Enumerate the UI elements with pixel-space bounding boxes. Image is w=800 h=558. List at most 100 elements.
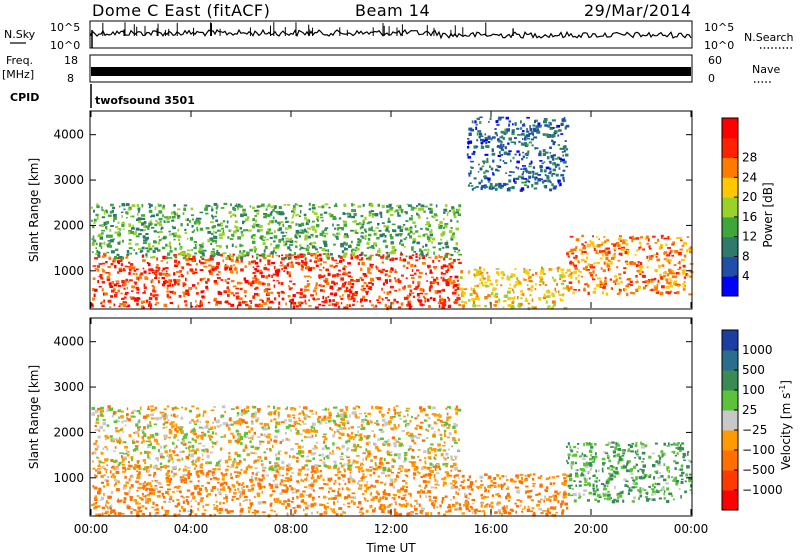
heatmap-cell: [480, 133, 482, 135]
heatmap-cell: [195, 501, 197, 503]
heatmap-cell: [205, 281, 207, 284]
heatmap-cell: [364, 497, 366, 499]
heatmap-cell: [426, 218, 428, 220]
heatmap-cell: [447, 267, 450, 270]
heatmap-cell: [166, 477, 170, 480]
heatmap-cell: [123, 228, 125, 230]
heatmap-cell: [360, 478, 362, 480]
power-colorbar-label: Power [dB]: [761, 182, 775, 247]
heatmap-cell: [484, 282, 487, 284]
heatmap-cell: [451, 227, 453, 229]
heatmap-cell: [193, 247, 197, 249]
heatmap-cell: [159, 223, 162, 226]
heatmap-cell: [370, 421, 372, 424]
heatmap-cell: [249, 440, 251, 443]
heatmap-cell: [563, 280, 567, 282]
heatmap-cell: [122, 240, 124, 243]
heatmap-cell: [482, 166, 485, 168]
heatmap-cell: [160, 221, 162, 223]
heatmap-cell: [121, 280, 124, 283]
heatmap-cell: [351, 426, 354, 428]
heatmap-cell: [498, 117, 502, 120]
heatmap-cell: [558, 290, 560, 293]
heatmap-cell: [252, 234, 255, 237]
heatmap-cell: [282, 468, 284, 470]
heatmap-cell: [234, 471, 237, 473]
heatmap-cell: [454, 248, 458, 251]
heatmap-cell: [473, 151, 476, 153]
heatmap-cell: [527, 284, 529, 286]
heatmap-cell: [135, 481, 138, 483]
heatmap-cell: [608, 251, 611, 255]
heatmap-cell: [411, 456, 413, 459]
heatmap-cell: [253, 296, 255, 299]
heatmap-cell: [317, 475, 319, 477]
heatmap-cell: [413, 296, 415, 298]
heatmap-cell: [549, 171, 552, 173]
heatmap-cell: [382, 269, 385, 271]
heatmap-cell: [358, 466, 360, 468]
heatmap-cell: [158, 268, 160, 270]
heatmap-cell: [460, 288, 463, 291]
heatmap-cell: [260, 235, 264, 237]
heatmap-cell: [207, 239, 210, 243]
heatmap-cell: [520, 290, 523, 293]
heatmap-cell: [508, 150, 511, 152]
heatmap-cell: [618, 292, 621, 294]
heatmap-cell: [516, 178, 519, 180]
heatmap-cell: [282, 232, 285, 234]
heatmap-cell: [323, 483, 325, 485]
heatmap-cell: [342, 259, 344, 262]
heatmap-cell: [327, 416, 331, 418]
heatmap-cell: [372, 496, 375, 499]
heatmap-cell: [473, 301, 475, 305]
heatmap-cell: [303, 295, 306, 298]
heatmap-cell: [408, 233, 411, 235]
heatmap-cell: [411, 439, 414, 442]
heatmap-cell: [398, 307, 401, 309]
heatmap-cell: [346, 420, 349, 422]
heatmap-cell: [285, 217, 287, 220]
heatmap-cell: [243, 229, 246, 231]
heatmap-cell: [164, 220, 166, 223]
heatmap-cell: [197, 491, 200, 494]
heatmap-cell: [428, 257, 432, 259]
heatmap-cell: [113, 217, 117, 220]
heatmap-cell: [222, 405, 226, 408]
heatmap-cell: [254, 512, 256, 515]
heatmap-cell: [92, 251, 94, 253]
heatmap-cell: [438, 512, 441, 515]
nave-tick-top: 60: [708, 54, 722, 67]
heatmap-cell: [154, 439, 157, 442]
heatmap-cell: [420, 288, 424, 291]
heatmap-cell: [233, 436, 235, 439]
heatmap-cell: [485, 141, 487, 144]
heatmap-cell: [322, 285, 325, 287]
heatmap-cell: [205, 205, 208, 208]
heatmap-cell: [321, 419, 325, 422]
heatmap-cell: [343, 512, 346, 514]
heatmap-cell: [623, 271, 626, 274]
heatmap-cell: [323, 267, 325, 269]
heatmap-cell: [166, 271, 168, 273]
heatmap-cell: [311, 452, 314, 455]
heatmap-cell: [240, 227, 243, 230]
heatmap-cell: [169, 234, 172, 236]
heatmap-cell: [160, 417, 162, 420]
heatmap-cell: [524, 184, 527, 186]
heatmap-cell: [552, 135, 554, 138]
heatmap-cell: [333, 508, 335, 511]
heatmap-cell: [405, 475, 407, 477]
heatmap-cell: [501, 149, 504, 151]
heatmap-cell: [245, 295, 247, 297]
heatmap-cell: [419, 293, 423, 295]
heatmap-cell: [362, 493, 364, 495]
heatmap-cell: [246, 485, 249, 488]
heatmap-cell: [225, 496, 228, 500]
heatmap-cell: [343, 212, 346, 215]
heatmap-cell: [305, 257, 307, 260]
heatmap-cell: [379, 410, 382, 413]
heatmap-cell: [154, 472, 157, 475]
heatmap-cell: [355, 256, 358, 259]
heatmap-cell: [670, 280, 673, 282]
